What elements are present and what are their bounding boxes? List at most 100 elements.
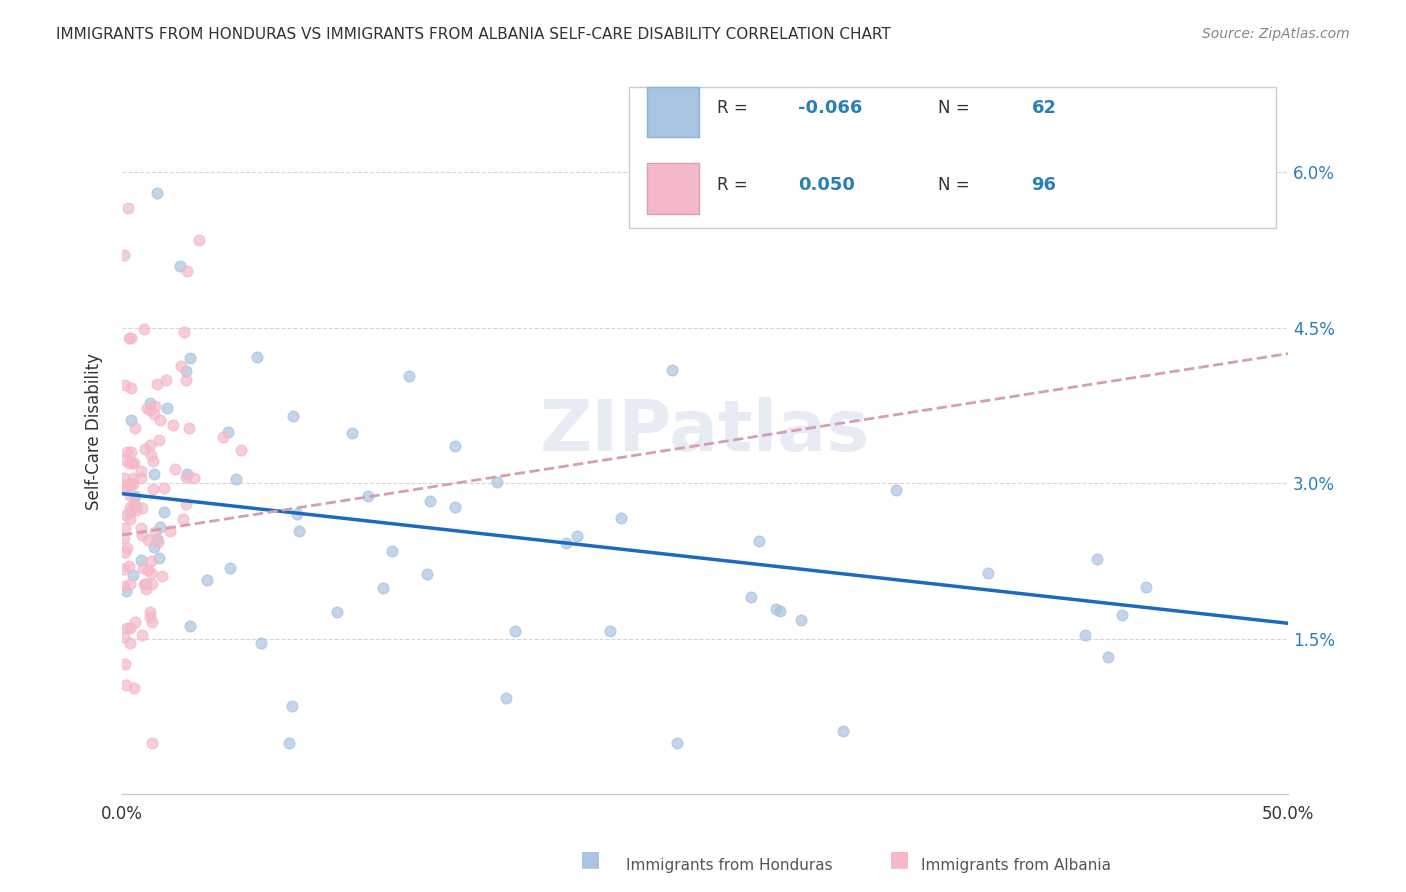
Point xyxy=(495,691,517,706)
Point xyxy=(381,543,404,558)
Point xyxy=(114,545,136,559)
Point xyxy=(139,610,162,624)
FancyBboxPatch shape xyxy=(647,163,699,214)
Point xyxy=(176,264,198,278)
Point xyxy=(141,735,163,749)
Point xyxy=(740,590,762,604)
Point xyxy=(112,471,135,485)
Point xyxy=(174,363,197,377)
Point xyxy=(112,477,135,491)
Point xyxy=(112,531,135,545)
Point xyxy=(112,579,135,593)
Text: 96: 96 xyxy=(1032,176,1056,194)
Point xyxy=(340,425,363,440)
Point xyxy=(134,322,156,336)
Point xyxy=(112,248,135,262)
Point xyxy=(136,533,159,547)
Point xyxy=(150,569,173,583)
Point xyxy=(139,403,162,417)
Point xyxy=(122,497,145,511)
Point xyxy=(148,550,170,565)
Point xyxy=(114,482,136,496)
Point xyxy=(217,425,239,439)
Point xyxy=(118,621,141,635)
Point xyxy=(555,536,578,550)
Point xyxy=(131,501,153,516)
Point xyxy=(115,508,138,522)
Point xyxy=(139,438,162,452)
Point xyxy=(609,510,631,524)
Point xyxy=(120,477,142,491)
Point xyxy=(357,489,380,503)
Text: Immigrants from Honduras: Immigrants from Honduras xyxy=(626,858,832,872)
Point xyxy=(665,735,688,749)
Text: ■: ■ xyxy=(890,849,910,869)
Point xyxy=(132,560,155,574)
Point xyxy=(246,350,269,364)
Text: ZIPatlas: ZIPatlas xyxy=(540,397,870,466)
Point xyxy=(143,524,166,539)
Point xyxy=(136,401,159,415)
Point xyxy=(287,524,309,538)
Point xyxy=(225,472,247,486)
Point xyxy=(1111,607,1133,622)
Point xyxy=(139,605,162,619)
Point xyxy=(748,533,770,548)
Point xyxy=(120,476,142,491)
Point xyxy=(599,624,621,638)
Point xyxy=(142,467,165,481)
Point xyxy=(114,657,136,672)
Point xyxy=(219,561,242,575)
Point xyxy=(250,636,273,650)
Point xyxy=(195,574,218,588)
Point xyxy=(135,577,157,591)
Point xyxy=(419,494,441,508)
Point xyxy=(1074,628,1097,642)
Point xyxy=(122,471,145,485)
Point xyxy=(118,488,141,502)
Point xyxy=(169,259,191,273)
Text: 0.050: 0.050 xyxy=(799,176,855,194)
Point xyxy=(120,331,142,345)
Point xyxy=(170,359,193,374)
Point xyxy=(120,381,142,395)
Point xyxy=(173,326,195,340)
Point xyxy=(159,524,181,538)
Point xyxy=(114,377,136,392)
Text: N =: N = xyxy=(938,176,974,194)
Point xyxy=(118,636,141,650)
Point xyxy=(120,511,142,525)
Point xyxy=(131,527,153,541)
Point xyxy=(1135,580,1157,594)
Text: -0.066: -0.066 xyxy=(799,99,863,118)
Point xyxy=(141,454,163,468)
Point xyxy=(416,566,439,581)
Point xyxy=(129,471,152,485)
Point xyxy=(1097,650,1119,665)
Point xyxy=(174,372,197,386)
Point xyxy=(120,445,142,459)
Point xyxy=(134,442,156,456)
Point xyxy=(118,500,141,514)
Point xyxy=(124,489,146,503)
Point xyxy=(229,443,252,458)
Point xyxy=(148,534,170,549)
Point xyxy=(139,553,162,567)
Point xyxy=(112,630,135,644)
Point xyxy=(179,619,201,633)
Text: 62: 62 xyxy=(1032,99,1056,118)
Point xyxy=(129,553,152,567)
Point xyxy=(129,521,152,535)
Point xyxy=(124,615,146,629)
Point xyxy=(142,407,165,421)
Text: Immigrants from Albania: Immigrants from Albania xyxy=(921,858,1111,872)
Point xyxy=(769,604,792,618)
Point xyxy=(398,369,420,384)
Point xyxy=(153,481,176,495)
Point xyxy=(281,698,304,713)
FancyBboxPatch shape xyxy=(630,87,1277,228)
Text: R =: R = xyxy=(717,176,758,194)
Point xyxy=(115,621,138,635)
Point xyxy=(139,448,162,462)
Point xyxy=(141,615,163,629)
